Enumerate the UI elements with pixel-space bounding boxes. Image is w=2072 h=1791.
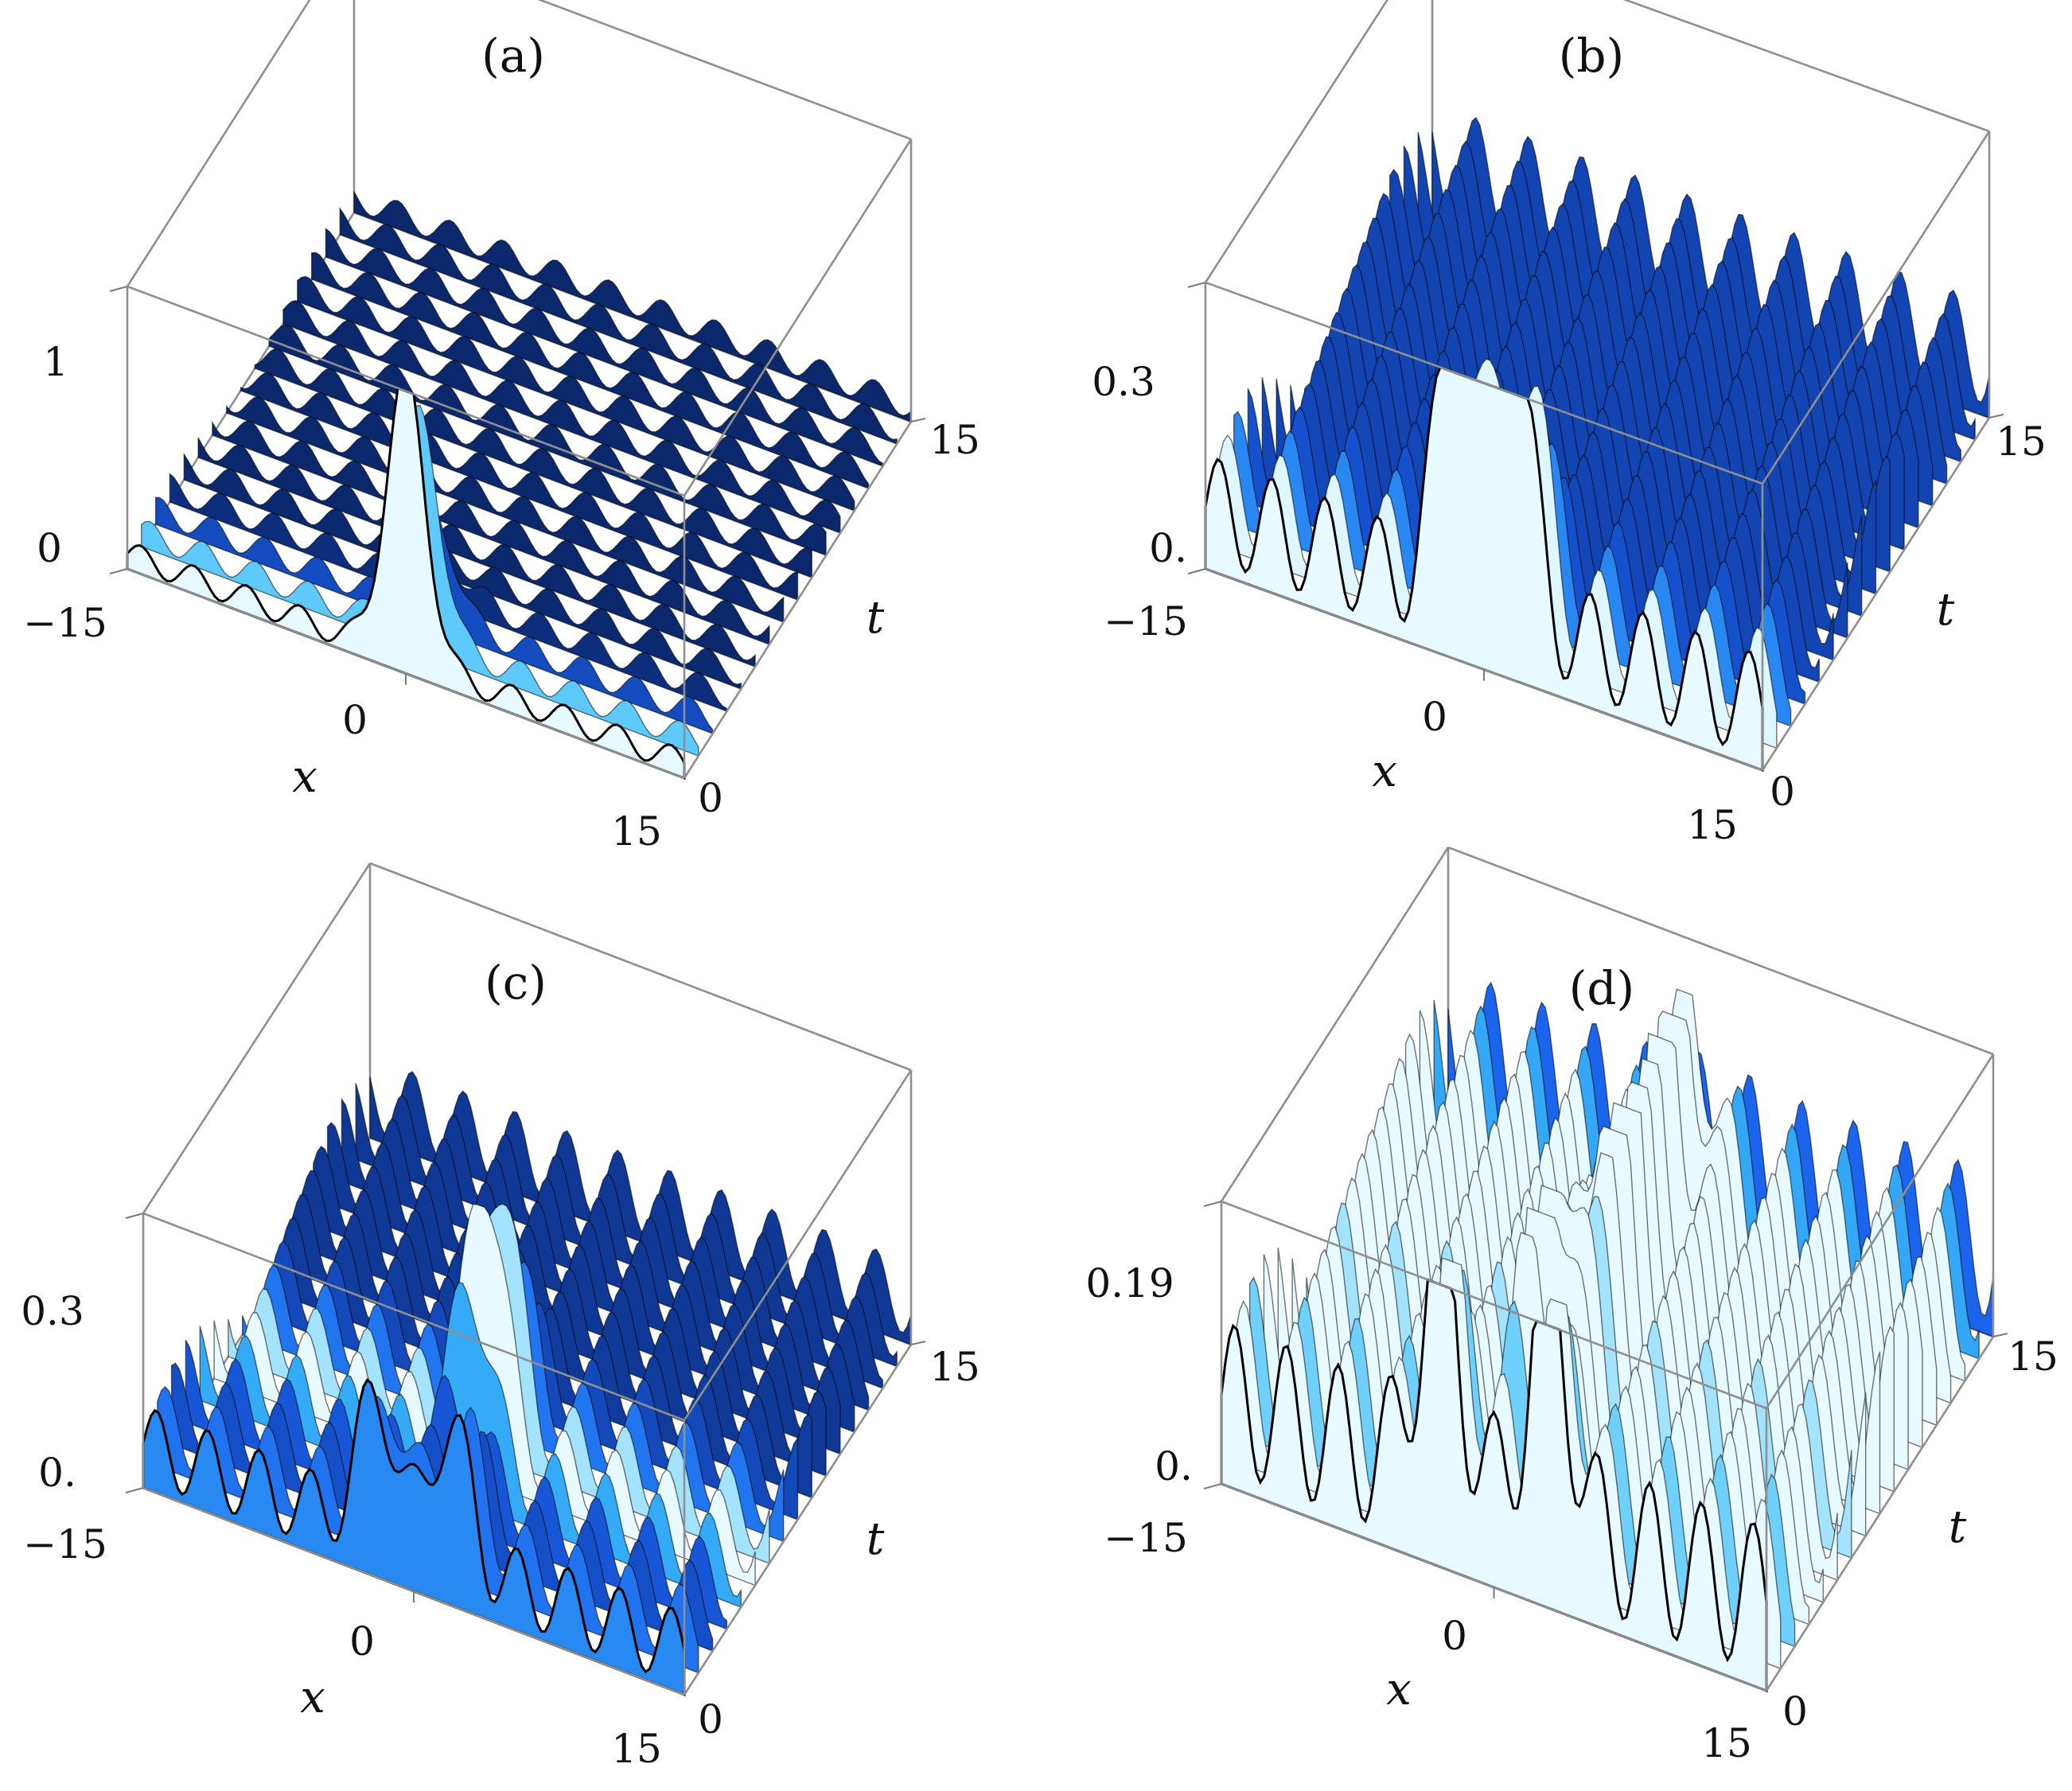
t-tick-mark xyxy=(910,1341,926,1345)
surface-slice xyxy=(268,324,827,557)
x-tick-min: −15 xyxy=(23,1521,107,1567)
box-edge-top-front xyxy=(1221,1200,1767,1410)
x-tick-max: 15 xyxy=(1701,1720,1752,1766)
box-edge-top-right xyxy=(1765,1053,1995,1409)
x-axis-label: x xyxy=(292,751,317,803)
z-tick-min: 0. xyxy=(1149,525,1187,571)
t-axis-label: t xyxy=(1949,1501,1967,1553)
panel-d: (d) 0.19 0. −15 0 15 x 0 15 t xyxy=(1085,846,2058,1766)
panel-c: (c) 0.3 0. −15 0 15 x 0 15 t xyxy=(21,862,980,1772)
surface-slice xyxy=(1220,1278,1768,1693)
x-tick-max: 15 xyxy=(1687,802,1738,848)
panel-a: (a) 1 0 −15 0 15 x 0 15 t xyxy=(23,0,980,855)
surface-slice xyxy=(310,251,870,490)
x-tick-mid: 0 xyxy=(1422,694,1447,740)
x-tick-mid: 0 xyxy=(342,697,368,743)
box-edge-top-right xyxy=(683,1069,913,1421)
box-edge-floor-right xyxy=(1761,417,1991,771)
z-tick-min: 0. xyxy=(1155,1443,1193,1489)
surface-slice xyxy=(183,452,742,691)
surface-slice xyxy=(240,372,799,602)
box-edge-floor-right xyxy=(683,1344,913,1696)
t-axis-label: t xyxy=(867,592,885,644)
t-tick-max: 15 xyxy=(929,1344,980,1390)
box-edge-top-back xyxy=(369,862,912,1072)
t-tick-mark xyxy=(1992,1333,2008,1337)
t-axis-label: t xyxy=(867,1513,885,1565)
z-tick-max: 0.19 xyxy=(1085,1260,1174,1306)
surface-slice xyxy=(142,1377,686,1697)
z-tick-mark-top xyxy=(1203,1201,1222,1207)
z-tick-mark-bottom xyxy=(1187,568,1206,574)
t-tick-max: 15 xyxy=(2008,1334,2058,1380)
z-tick-min: 0 xyxy=(37,525,62,571)
surface-slice xyxy=(339,206,898,446)
surface-slice xyxy=(325,228,884,468)
box-edge-top-front xyxy=(127,285,685,497)
panel-title: (c) xyxy=(485,956,547,1010)
box-edge-top-front xyxy=(142,1212,685,1422)
box-edge-top-left xyxy=(142,862,372,1214)
z-tick-mark-bottom xyxy=(125,1487,144,1493)
t-tick-min: 0 xyxy=(1770,769,1795,815)
box-edge-top-left xyxy=(1220,847,1450,1202)
t-tick-mark xyxy=(1988,414,2004,419)
t-tick-min: 0 xyxy=(698,1696,723,1742)
t-tick-mark xyxy=(910,418,926,422)
box-edge-top-right xyxy=(1761,130,1991,485)
surface-slice xyxy=(297,275,855,512)
x-tick-max: 15 xyxy=(611,1726,662,1772)
x-tick-min: −15 xyxy=(23,600,107,646)
surface-slice xyxy=(282,299,841,535)
box-edge-top-front xyxy=(1205,281,1763,485)
surface-slice xyxy=(212,420,770,646)
box-edge-top-back xyxy=(1622,0,1990,133)
surface-slice xyxy=(197,437,756,668)
x-axis-label: x xyxy=(1386,1664,1412,1715)
box-edge-floor-right xyxy=(1765,1336,1995,1692)
x-tick-min: −15 xyxy=(1104,598,1188,644)
t-tick-min: 0 xyxy=(1782,1688,1808,1735)
box-edge-top-left xyxy=(1204,0,1388,283)
surface-slice xyxy=(226,395,785,624)
t-axis-label: t xyxy=(1937,584,1955,636)
z-tick-mark-bottom xyxy=(1203,1483,1222,1489)
panel-b: (b) 0.3 0. −15 0 15 x 0 15 t xyxy=(1092,0,2047,848)
z-tick-mark-top xyxy=(125,1213,144,1219)
z-tick-min: 0. xyxy=(38,1450,76,1496)
surface-slice xyxy=(254,348,812,579)
z-tick-max: 0.3 xyxy=(21,1288,84,1334)
z-tick-mark-top xyxy=(1187,282,1206,288)
x-tick-mid: 0 xyxy=(349,1618,375,1664)
t-tick-min: 0 xyxy=(698,775,723,821)
x-axis-label: x xyxy=(300,1672,325,1723)
t-tick-max: 15 xyxy=(929,417,980,463)
box-edge-floor-right xyxy=(683,421,913,779)
box-edge-top-back xyxy=(537,0,912,141)
z-tick-max: 1 xyxy=(43,339,68,385)
panel-title: (b) xyxy=(1559,29,1624,83)
box-edge-top-left xyxy=(126,0,311,287)
z-tick-mark-top xyxy=(109,286,128,292)
x-tick-min: −15 xyxy=(1104,1515,1188,1561)
x-axis-label: x xyxy=(1372,746,1397,797)
t-tick-max: 15 xyxy=(1996,419,2047,465)
box-edge-top-right xyxy=(683,138,913,496)
surface-slice xyxy=(353,191,912,423)
x-tick-max: 15 xyxy=(611,808,662,855)
z-tick-mark-bottom xyxy=(109,568,128,574)
z-tick-max: 0.3 xyxy=(1092,359,1155,405)
panel-title: (a) xyxy=(481,29,545,83)
box-edge-top-back xyxy=(1447,846,1994,1056)
x-tick-mid: 0 xyxy=(1442,1613,1467,1659)
panel-title: (d) xyxy=(1569,961,1634,1015)
